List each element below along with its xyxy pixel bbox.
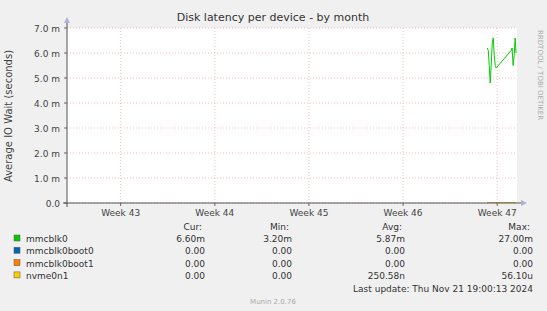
- y-axis: [67, 22, 68, 207]
- plot-area: [67, 28, 517, 203]
- x-grid-line: [497, 28, 498, 203]
- legend-value: 6.60m: [176, 234, 205, 244]
- legend-value: 27.00m: [498, 234, 533, 244]
- legend-value: 0.00: [272, 259, 292, 269]
- y-grid-line: [67, 178, 517, 179]
- y-tick-label: 7.0 m: [34, 24, 60, 34]
- legend-column-header: Min:: [270, 222, 289, 232]
- y-grid-line: [67, 103, 517, 104]
- legend-swatch: [14, 235, 20, 241]
- y-tick-label: 5.0 m: [34, 74, 60, 84]
- x-grid-line: [308, 28, 309, 203]
- legend-swatch: [14, 247, 20, 253]
- legend-value: 0.00: [513, 259, 533, 269]
- legend-value: 0.00: [185, 246, 205, 256]
- legend-column-header: Avg:: [382, 222, 402, 232]
- legend-value: 0.00: [513, 246, 533, 256]
- last-update: Last update: Thu Nov 21 19:00:13 2024: [353, 284, 533, 294]
- legend-swatch: [14, 272, 20, 278]
- y-tick-label: 1.0 m: [34, 174, 60, 184]
- y-tick-label: 4.0 m: [34, 99, 60, 109]
- legend-value: 0.00: [385, 259, 405, 269]
- y-grid-line: [67, 78, 517, 79]
- legend-swatch: [14, 260, 20, 266]
- x-tick-label: Week 45: [289, 208, 328, 218]
- legend-value: 56.10u: [502, 271, 533, 281]
- y-tick-label: 0.0: [46, 199, 61, 209]
- legend-label: mmcblk0boot1: [26, 259, 94, 269]
- x-tick-label: Week 43: [101, 208, 140, 218]
- x-grid-line: [403, 28, 404, 203]
- legend-label: mmcblk0boot0: [26, 246, 94, 256]
- legend-value: 0.00: [272, 246, 292, 256]
- legend-value: 0.00: [385, 246, 405, 256]
- y-tick-label: 3.0 m: [34, 124, 60, 134]
- y-tick-label: 6.0 m: [34, 49, 60, 59]
- y-axis-label: Average IO Wait (seconds): [3, 50, 14, 182]
- legend-value: 250.58n: [368, 271, 405, 281]
- x-tick-label: Week 46: [384, 208, 423, 218]
- y-axis-arrow: [64, 17, 70, 23]
- title: Disk latency per device - by month: [177, 11, 370, 24]
- legend-value: 5.87m: [376, 234, 405, 244]
- y-grid-line: [67, 153, 517, 154]
- y-tick-label: 2.0 m: [34, 149, 60, 159]
- x-axis: [63, 203, 521, 204]
- generator: Munin 2.0.76: [250, 298, 296, 306]
- legend-value: 0.00: [185, 259, 205, 269]
- y-grid-line: [67, 28, 517, 29]
- x-tick-label: Week 44: [195, 208, 234, 218]
- legend-value: 0.00: [185, 271, 205, 281]
- series-group: [487, 38, 516, 203]
- legend-column-header: Cur:: [183, 222, 202, 232]
- series-line: [487, 38, 516, 83]
- legend-value: 0.00: [272, 271, 292, 281]
- background: [0, 0, 547, 311]
- legend-label: mmcblk0: [26, 234, 68, 244]
- legend-value: 3.20m: [263, 234, 292, 244]
- x-tick-label: Week 47: [478, 208, 517, 218]
- x-grid-line: [214, 28, 215, 203]
- y-grid-line: [67, 53, 517, 54]
- x-grid-line: [120, 28, 121, 203]
- watermark: RRDTOOL / TOBI OETIKER: [536, 30, 544, 120]
- y-grid-line: [67, 128, 517, 129]
- legend-label: nvme0n1: [26, 271, 69, 281]
- legend-column-header: Max:: [508, 222, 530, 232]
- x-axis-arrow: [521, 200, 527, 206]
